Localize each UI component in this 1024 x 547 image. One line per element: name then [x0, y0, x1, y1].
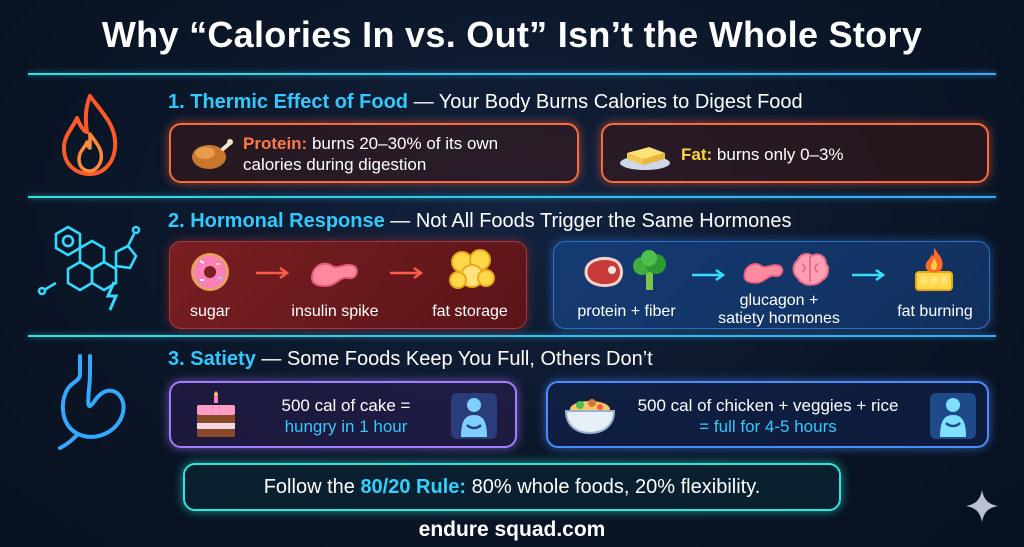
cake-card: 500 cal of cake = hungry in 1 hour: [169, 381, 517, 448]
divider-top: [28, 73, 996, 75]
hormone-molecule-icon: [36, 212, 146, 312]
hungry-person-icon: [449, 391, 499, 441]
rule-accent: 80/20 Rule:: [360, 476, 467, 498]
flow-good-label-2: glucagon + satiety hormones: [704, 292, 854, 328]
fat-burning-icon: [910, 246, 958, 294]
section-3-heading-accent: 3. Satiety: [168, 348, 256, 370]
chicken-line1: 500 cal of chicken + veggies + rice: [637, 396, 899, 415]
flow-bad-label-2: insulin spike: [291, 303, 379, 320]
rule-prefix: Follow the: [263, 476, 361, 498]
fat-cells-icon: [448, 248, 496, 294]
bowl-icon: [564, 393, 616, 437]
protein-card-text: Protein: burns 20–30% of its own calorie…: [243, 133, 498, 175]
roast-chicken-icon: [189, 137, 233, 173]
flow-good-label-2b: satiety hormones: [718, 310, 840, 327]
section-2-heading-accent: 2. Hormonal Response: [168, 210, 385, 232]
divider-1: [28, 196, 996, 198]
cake-icon: [193, 391, 239, 439]
protein-text-line1: burns 20–30% of its own: [311, 134, 499, 153]
chicken-rice-text: 500 cal of chicken + veggies + rice = fu…: [620, 395, 916, 437]
arrow-right-icon: [690, 268, 728, 282]
cake-line2: hungry in 1 hour: [284, 417, 408, 436]
rule-rest: 80% whole foods, 20% flexibility.: [466, 476, 761, 498]
chicken-rice-card: 500 cal of chicken + veggies + rice = fu…: [546, 381, 989, 448]
protein-label: Protein:: [243, 134, 308, 153]
cake-line1: 500 cal of cake =: [281, 396, 411, 415]
protein-card: Protein: burns 20–30% of its own calorie…: [169, 123, 579, 183]
arrow-right-icon: [254, 266, 292, 280]
fat-card-text: Fat: burns only 0–3%: [681, 144, 844, 165]
fat-text: burns only 0–3%: [716, 145, 844, 164]
butter-icon: [619, 139, 671, 171]
section-1-heading-rest: — Your Body Burns Calories to Digest Foo…: [408, 91, 803, 113]
steak-icon: [582, 254, 626, 290]
flow-bad-label-1: sugar: [189, 303, 231, 320]
donut-icon: [188, 250, 232, 294]
sparkle-icon: [964, 488, 1000, 524]
flow-good-label-3: fat burning: [897, 303, 973, 320]
protein-text-line2: calories during digestion: [243, 155, 427, 174]
section-3-heading: 3. Satiety — Some Foods Keep You Full, O…: [168, 348, 653, 371]
divider-2: [28, 335, 996, 337]
page-title: Why “Calories In vs. Out” Isn’t the Whol…: [101, 14, 923, 55]
brain-icon: [790, 250, 830, 288]
arrow-right-icon: [388, 266, 426, 280]
section-2-heading-rest: — Not All Foods Trigger the Same Hormone…: [384, 210, 792, 232]
stomach-icon: [50, 352, 134, 452]
full-person-icon: [928, 391, 978, 441]
fat-label: Fat:: [681, 145, 713, 164]
section-1-heading-accent: 1. Thermic Effect of Food: [168, 91, 409, 113]
sugar-flow-card: sugar insulin spike fat storage: [169, 241, 527, 329]
section-2-heading: 2. Hormonal Response — Not All Foods Tri…: [168, 210, 792, 233]
section-1-heading: 1. Thermic Effect of Food — Your Body Bu…: [168, 91, 803, 114]
cake-card-text: 500 cal of cake = hungry in 1 hour: [251, 395, 441, 437]
section-3-heading-rest: — Some Foods Keep You Full, Others Don’t: [255, 348, 653, 370]
fat-card: Fat: burns only 0–3%: [601, 123, 989, 183]
broccoli-icon: [630, 250, 668, 292]
chicken-line2: = full for 4-5 hours: [699, 417, 837, 436]
pancreas-icon: [740, 254, 786, 288]
protein-fiber-flow-card: protein + fiber glucagon + satiety hormo…: [553, 241, 990, 329]
flame-icon: [55, 92, 125, 176]
pancreas-icon: [308, 252, 360, 292]
flow-good-label-1: protein + fiber: [577, 303, 676, 320]
flow-good-label-2a: glucagon +: [739, 292, 819, 309]
rule-banner: Follow the 80/20 Rule: 80% whole foods, …: [183, 463, 841, 511]
flow-bad-label-3: fat storage: [432, 303, 508, 320]
arrow-right-icon: [850, 268, 888, 282]
footer-site: endure squad.com: [418, 518, 606, 541]
